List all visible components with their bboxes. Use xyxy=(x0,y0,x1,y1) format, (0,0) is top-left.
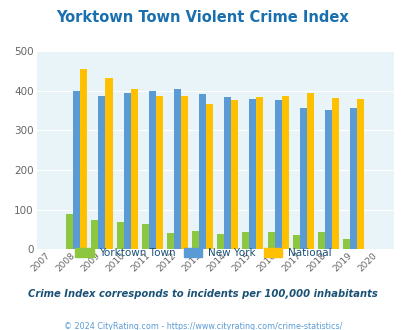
Bar xyxy=(123,93,130,249)
Bar xyxy=(292,235,299,249)
Bar xyxy=(116,222,123,249)
Bar xyxy=(80,69,87,249)
Bar xyxy=(73,91,80,249)
Bar xyxy=(148,91,156,249)
Text: © 2024 CityRating.com - https://www.cityrating.com/crime-statistics/: © 2024 CityRating.com - https://www.city… xyxy=(64,322,341,330)
Bar xyxy=(242,232,249,249)
Bar xyxy=(66,214,73,249)
Bar xyxy=(249,99,256,249)
Bar xyxy=(231,100,238,249)
Bar xyxy=(331,98,338,249)
Bar xyxy=(181,96,188,249)
Bar xyxy=(306,93,313,249)
Bar xyxy=(98,96,105,249)
Bar xyxy=(224,97,231,249)
Bar xyxy=(156,96,162,249)
Text: Yorktown Town Violent Crime Index: Yorktown Town Violent Crime Index xyxy=(56,10,349,25)
Legend: Yorktown Town, New York, National: Yorktown Town, New York, National xyxy=(72,246,333,260)
Bar xyxy=(91,220,98,249)
Bar xyxy=(173,89,181,249)
Bar xyxy=(356,99,363,249)
Bar xyxy=(141,224,148,249)
Bar xyxy=(130,89,137,249)
Bar xyxy=(267,232,274,249)
Bar xyxy=(166,233,173,249)
Bar xyxy=(192,231,198,249)
Bar xyxy=(349,108,356,249)
Bar xyxy=(256,97,263,249)
Bar xyxy=(342,239,349,249)
Bar xyxy=(324,110,331,249)
Bar xyxy=(198,94,206,249)
Bar xyxy=(206,104,213,249)
Bar xyxy=(217,234,224,249)
Bar xyxy=(281,96,288,249)
Bar xyxy=(274,100,281,249)
Bar xyxy=(299,108,306,249)
Bar xyxy=(317,232,324,249)
Text: Crime Index corresponds to incidents per 100,000 inhabitants: Crime Index corresponds to incidents per… xyxy=(28,289,377,299)
Bar xyxy=(105,78,112,249)
